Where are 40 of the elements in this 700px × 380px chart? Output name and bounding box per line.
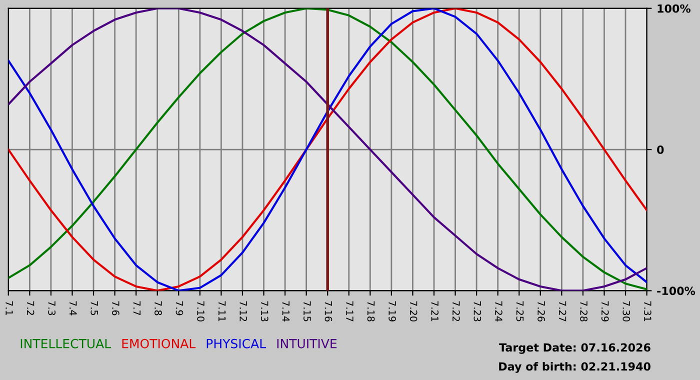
x-tick-label: 7.23: [474, 301, 482, 322]
x-tick-label: 7.26: [538, 301, 545, 322]
x-tick-label: 7.3: [48, 301, 56, 316]
x-tick-label: 7.29: [601, 301, 609, 322]
text: INTUITIVE: [277, 339, 337, 348]
text: Target Date: 07.16.2026: [499, 343, 650, 354]
x-tick-label: 7.21: [431, 301, 439, 322]
x-tick-label: 7.20: [410, 301, 418, 322]
text: INTELLECTUAL: [20, 338, 112, 348]
x-tick-label: 7.19: [388, 301, 396, 322]
text: PHYSICAL: [206, 338, 266, 348]
x-tick-label: 7.14: [282, 301, 290, 322]
x-tick-label: 7.17: [346, 301, 354, 322]
x-tick-label: 7.8: [154, 301, 162, 316]
x-tick-label: 7.22: [452, 301, 460, 322]
x-tick-label: 7.2: [26, 301, 34, 315]
x-tick-label: 7.28: [580, 301, 588, 322]
x-tick-label: 7.12: [240, 301, 248, 322]
x-tick-label: 7.27: [558, 301, 566, 322]
y-tick-label: 100%: [658, 4, 690, 13]
x-tick-label: 7.13: [260, 301, 268, 322]
text: Day of birth: 02.21.1940: [499, 362, 650, 373]
x-tick-label: 7.30: [622, 301, 630, 322]
x-tick-label: 7.10: [197, 301, 204, 322]
x-tick-label: 7.31: [644, 301, 652, 322]
y-tick-label: -100%: [657, 286, 696, 296]
x-tick-label: 7.16: [324, 301, 332, 322]
x-tick-label: 7.24: [495, 301, 502, 322]
x-tick-label: 7.5: [90, 301, 98, 316]
x-tick-label: 7.25: [516, 301, 524, 322]
x-tick-label: 7.11: [218, 301, 226, 322]
x-tick-label: 7.1: [6, 301, 13, 315]
x-tick-label: 7.4: [70, 301, 77, 316]
x-tick-label: 7.9: [176, 301, 184, 316]
x-tick-label: 7.15: [304, 301, 311, 322]
y-tick-label: 0: [657, 146, 664, 154]
x-tick-label: 7.7: [133, 301, 140, 316]
x-tick-label: 7.18: [367, 301, 375, 322]
x-tick-label: 7.6: [112, 301, 120, 316]
text: EMOTIONAL: [122, 338, 196, 348]
